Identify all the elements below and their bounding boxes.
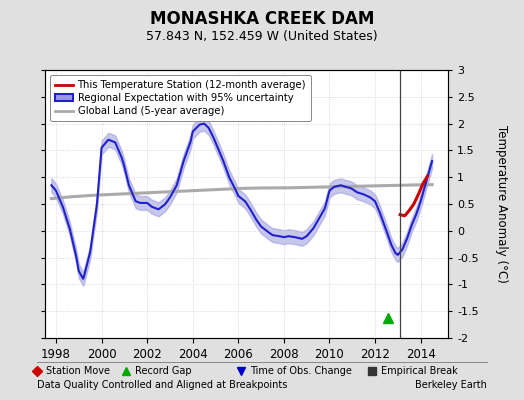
Text: 57.843 N, 152.459 W (United States): 57.843 N, 152.459 W (United States) <box>146 30 378 43</box>
Text: Record Gap: Record Gap <box>135 366 192 376</box>
Text: Empirical Break: Empirical Break <box>381 366 458 376</box>
Text: Station Move: Station Move <box>46 366 110 376</box>
Text: MONASHKA CREEK DAM: MONASHKA CREEK DAM <box>150 10 374 28</box>
Y-axis label: Temperature Anomaly (°C): Temperature Anomaly (°C) <box>495 125 508 283</box>
Text: Data Quality Controlled and Aligned at Breakpoints: Data Quality Controlled and Aligned at B… <box>37 380 287 390</box>
Legend: This Temperature Station (12-month average), Regional Expectation with 95% uncer: This Temperature Station (12-month avera… <box>50 75 311 121</box>
Text: Berkeley Earth: Berkeley Earth <box>416 380 487 390</box>
Text: Time of Obs. Change: Time of Obs. Change <box>250 366 352 376</box>
